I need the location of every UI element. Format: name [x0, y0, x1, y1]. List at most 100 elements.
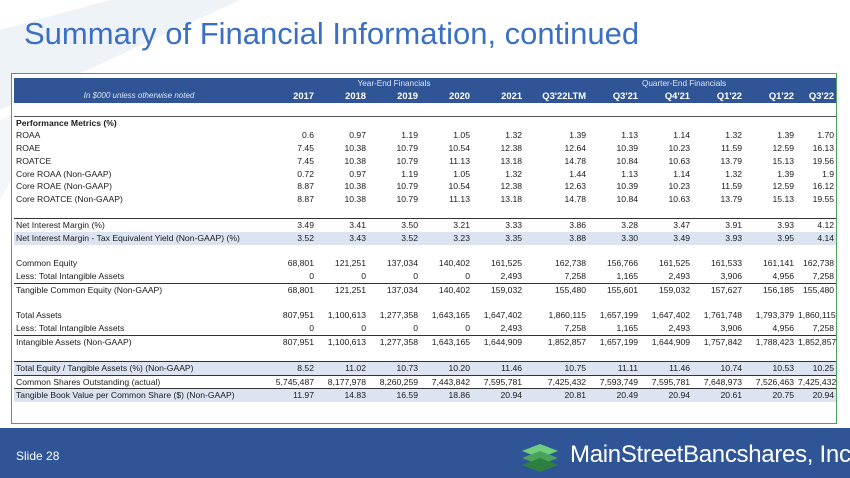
cell-value: 3.49: [640, 232, 693, 245]
cell-value: 7,443,842: [420, 374, 472, 389]
column-header: 2019: [368, 89, 420, 103]
row-label: Less: Total Intangible Assets: [14, 321, 264, 336]
row-label: Core ROATCE (Non-GAAP): [16, 193, 123, 204]
cell-value: 1.9: [822, 168, 835, 179]
cell-value: 162,738: [803, 258, 835, 269]
cell-value: 0: [368, 270, 420, 284]
cell-value: 3.49: [264, 218, 316, 232]
cell-value: 2,493: [472, 321, 525, 336]
cell-value: 7,595,781: [472, 374, 525, 389]
cell-value: 11.13: [449, 155, 470, 166]
cell-value: 12.59: [772, 181, 795, 192]
column-header: Q1'22: [744, 89, 797, 103]
cell-value: 7,425,432: [796, 374, 837, 389]
cell-value: 1.19: [401, 168, 418, 179]
cell-value: 14.78: [564, 193, 587, 204]
cell-value: 3.52: [264, 232, 316, 245]
cell-value: 68,801: [287, 284, 314, 295]
cell-value: 3.93: [692, 232, 745, 245]
cell-value: 3.50: [368, 218, 420, 232]
cell-value: 7,595,781: [640, 374, 693, 389]
table-row: Core ROAE (Non-GAAP) 8.87 10.38 10.79 10.54 1…: [14, 180, 836, 193]
row-label: ROAA: [16, 130, 41, 141]
cell-value: 11.46: [472, 360, 525, 376]
cell-value: 20.94: [472, 388, 525, 403]
cell-value: 10.25: [796, 360, 837, 376]
cell-value: 1,852,857: [547, 336, 587, 347]
cell-value: 7,425,432: [532, 374, 589, 389]
cell-value: 2,493: [640, 321, 693, 336]
row-label: Less: Total Intangible Assets: [14, 270, 264, 284]
cell-value: 3.23: [420, 232, 472, 245]
cell-value: 1.32: [725, 168, 743, 179]
brand-name: MainStreetBancshares, Inc.: [570, 441, 850, 468]
cell-value: 10.38: [344, 181, 366, 192]
cell-value: 10.38: [344, 155, 366, 166]
row-label: Total Equity / Tangible Assets (%) (Non-…: [14, 360, 264, 376]
cell-value: 10.84: [616, 155, 639, 166]
row-label: Core ROAA (Non-GAAP): [16, 168, 112, 179]
cell-value: 15.13: [772, 155, 795, 166]
cell-value: 20.94: [796, 388, 837, 403]
cell-value: 1.32: [725, 130, 743, 141]
cell-value: 11.13: [449, 193, 470, 204]
row-label: Tangible Common Equity (Non-GAAP): [16, 284, 163, 295]
table-row: Intangible Assets (Non-GAAP) 807,951 1,100…: [14, 335, 836, 348]
cell-value: 7,258: [796, 270, 837, 284]
cell-value: 0: [264, 270, 316, 284]
cell-value: 11.11: [588, 360, 641, 376]
cell-value: 156,766: [606, 258, 639, 269]
cell-value: 3.86: [532, 218, 589, 232]
footer-bar: [0, 428, 850, 478]
cell-value: 10.75: [532, 360, 589, 376]
cell-value: 18.86: [420, 388, 472, 403]
cell-value: 10.79: [396, 181, 418, 192]
cell-value: 8,260,259: [368, 374, 420, 389]
table-row: Tangible Book Value per Common Share ($)…: [14, 388, 837, 403]
cell-value: 1,788,423: [755, 336, 795, 347]
row-label: ROATCE: [16, 155, 52, 166]
table-row: Net Interest Margin (%) 3.49 3.41 3.50 3.21 3…: [14, 218, 837, 232]
cell-value: 1,860,115: [548, 310, 587, 321]
cell-value: 162,738: [554, 258, 587, 269]
cell-value: 7,258: [796, 321, 837, 336]
row-label: Net Interest Margin - Tax Equivalent Yie…: [14, 232, 264, 245]
cell-value: 0: [316, 321, 368, 336]
cell-value: 1,761,748: [703, 310, 743, 321]
cell-value: 1.05: [453, 168, 470, 179]
cell-value: 161,525: [490, 258, 523, 269]
cell-value: 137,034: [386, 284, 418, 295]
cell-value: 1,852,857: [798, 336, 837, 347]
cell-value: 11.46: [640, 360, 693, 376]
table-row: ROAE 7.45 10.38 10.79 10.54 12.38 12.64 10.39 10…: [14, 142, 836, 155]
cell-value: 20.49: [588, 388, 641, 403]
cell-value: 10.54: [448, 143, 470, 154]
slide-number: Slide 28: [16, 449, 60, 463]
cell-value: 1,647,402: [651, 310, 691, 321]
column-header: Q1'22: [692, 89, 745, 103]
cell-value: 14.83: [316, 388, 368, 403]
cell-value: 12.64: [564, 143, 587, 154]
cell-value: 1.14: [673, 130, 691, 141]
cell-value: 68,801: [287, 258, 314, 269]
cell-value: 0.97: [349, 130, 366, 141]
cell-value: 13.79: [720, 193, 743, 204]
column-header: 2021: [472, 89, 525, 103]
table-row: Tangible Common Equity (Non-GAAP) 68,801 1…: [14, 283, 836, 296]
group-year-end: Year-End Financials: [264, 78, 525, 89]
cell-value: 8.87: [297, 193, 314, 204]
cell-value: 10.63: [668, 193, 691, 204]
cell-value: 20.94: [640, 388, 693, 403]
cell-value: 8.87: [297, 181, 314, 192]
row-label: Tangible Book Value per Common Share ($)…: [14, 388, 264, 403]
cell-value: 11.97: [264, 388, 316, 403]
cell-value: 0: [368, 321, 420, 336]
cell-value: 16.13: [812, 143, 835, 154]
cell-value: 10.53: [744, 360, 797, 376]
cell-value: 157,627: [710, 284, 743, 295]
cell-value: 1,100,613: [327, 310, 366, 321]
cell-value: 1,165: [588, 321, 641, 336]
cell-value: 159,032: [658, 284, 691, 295]
cell-value: 161,525: [658, 258, 691, 269]
cell-value: 7,593,749: [588, 374, 641, 389]
